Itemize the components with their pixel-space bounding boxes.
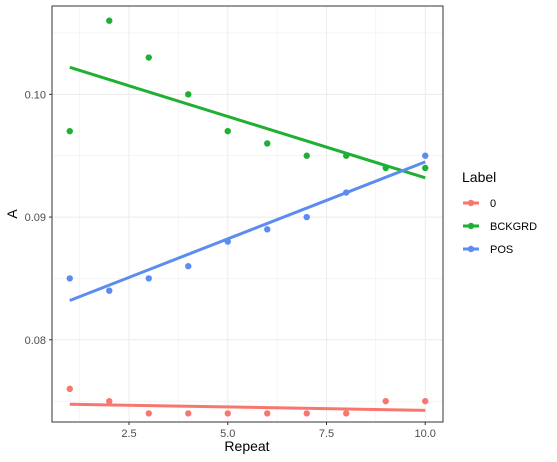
data-points (66, 17, 429, 417)
point-0 (422, 397, 429, 405)
x-tick-label: 10.0 (415, 428, 436, 440)
plot-panel (52, 6, 443, 422)
point-pos (264, 226, 271, 233)
legend: Label 0 BCKGRD POS (462, 169, 537, 256)
point-0 (106, 397, 113, 405)
point-bckgrd (224, 127, 231, 135)
fit-line-0 (69, 402, 426, 412)
point-0 (343, 410, 350, 417)
point-pos (145, 275, 152, 282)
grid-minor (52, 6, 443, 422)
point-pos (185, 262, 192, 270)
point-pos (66, 275, 73, 282)
fit-line-bckgrd (69, 65, 426, 180)
point-0 (382, 397, 389, 405)
y-tick-label: 0.09 (25, 212, 46, 224)
fit-lines (69, 65, 426, 412)
point-bckgrd (343, 152, 350, 159)
point-bckgrd (185, 91, 192, 98)
point-0 (145, 410, 152, 417)
legend-key-point (467, 199, 475, 207)
point-bckgrd (145, 54, 152, 61)
point-pos (106, 287, 113, 294)
y-tick-label: 0.10 (25, 89, 46, 101)
x-axis-title: Repeat (224, 438, 269, 454)
x-axis: 2.5 5.0 7.5 10.0 (121, 422, 436, 440)
x-tick-label: 7.5 (319, 428, 334, 440)
x-tick-label: 5.0 (220, 428, 235, 440)
plot-border (51, 5, 444, 423)
point-0 (66, 385, 73, 393)
legend-label: BCKGRD (490, 221, 537, 233)
y-axis: 0.08 0.09 0.10 (25, 89, 52, 347)
point-bckgrd (264, 140, 271, 147)
x-tick-label: 2.5 (121, 428, 136, 440)
legend-title: Label (462, 169, 496, 185)
point-bckgrd (106, 17, 113, 24)
point-bckgrd (66, 127, 73, 135)
legend-label: 0 (490, 198, 496, 210)
point-pos (422, 152, 429, 159)
point-bckgrd (382, 164, 389, 172)
point-bckgrd (422, 164, 429, 172)
point-pos (303, 213, 310, 221)
point-pos (343, 189, 350, 196)
fit-line-pos (69, 160, 426, 302)
point-0 (264, 410, 271, 417)
legend-key-point (467, 222, 475, 230)
point-0 (185, 410, 192, 417)
point-0 (224, 410, 231, 417)
point-0 (303, 410, 310, 417)
legend-label: POS (490, 244, 513, 256)
y-tick-label: 0.08 (25, 335, 46, 347)
legend-items: 0 BCKGRD POS (463, 198, 537, 256)
y-axis-title: A (4, 209, 20, 219)
point-bckgrd (303, 152, 310, 159)
point-pos (224, 238, 231, 245)
grid-major (52, 6, 443, 422)
legend-key-point (467, 245, 475, 253)
